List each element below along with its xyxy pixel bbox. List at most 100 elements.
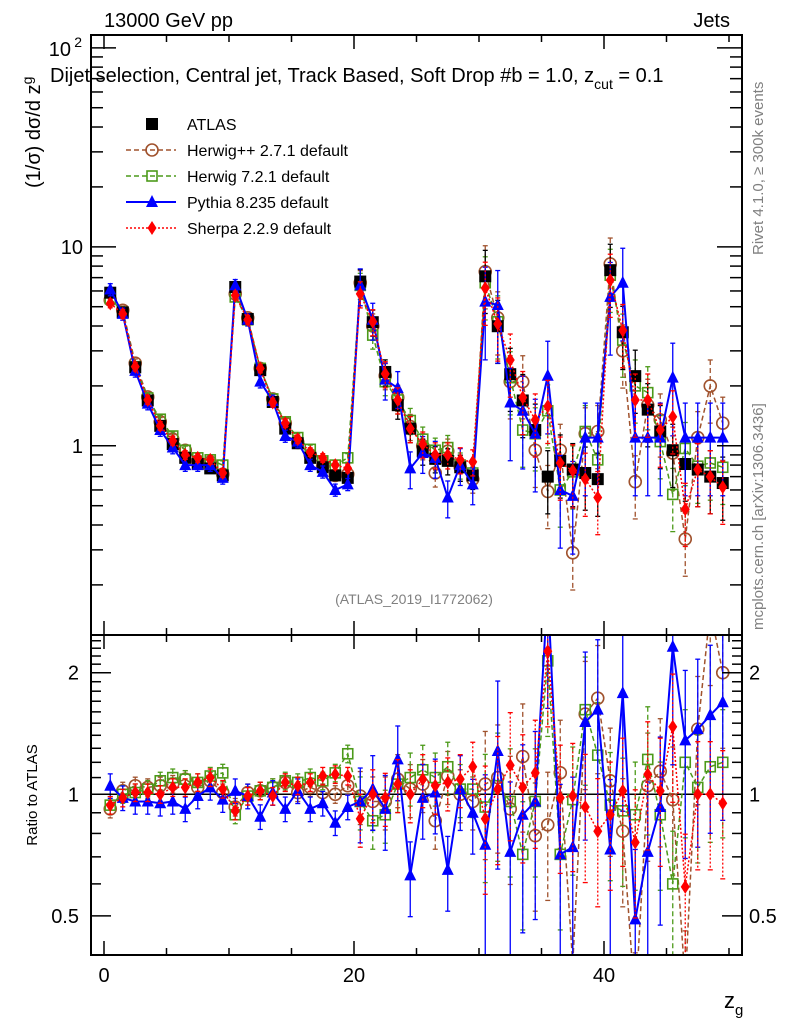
data-point [418, 437, 428, 452]
data-point [568, 789, 578, 804]
data-point [655, 783, 665, 798]
data-point [703, 379, 718, 393]
analysis-watermark: (ATLAS_2019_I1772062) [335, 591, 493, 607]
plot-title: Dijet selection, Central jet, Track Base… [50, 65, 663, 92]
data-point [441, 490, 454, 503]
y-tick-label: 10 [61, 237, 83, 259]
data-point [280, 416, 290, 431]
data-point [155, 787, 165, 802]
data-point [605, 807, 615, 822]
data-point [542, 583, 554, 595]
data-point [191, 789, 204, 802]
data-point [354, 794, 367, 807]
data-point [168, 433, 178, 448]
ratio-y-tick-label: 1 [68, 784, 79, 806]
data-point [543, 644, 553, 659]
series-line [109, 263, 724, 553]
data-point [593, 824, 603, 839]
legend-marker [146, 195, 158, 207]
legend-label: Sherpa 2.2.9 default [187, 221, 332, 238]
data-point [280, 775, 290, 790]
data-point [604, 842, 617, 855]
data-point [416, 790, 429, 803]
data-point [505, 758, 515, 773]
xlabel: zg [724, 988, 743, 1019]
x-tick-label: 0 [98, 965, 109, 987]
data-point [455, 452, 465, 467]
y-tick-label: 10 [49, 39, 71, 61]
data-point [555, 455, 565, 470]
legend-label: ATLAS [187, 117, 237, 134]
data-point [666, 488, 679, 501]
data-point [680, 502, 690, 517]
legend-entry: ATLAS [146, 117, 237, 134]
data-point [718, 480, 728, 495]
data-point [455, 772, 465, 787]
y-tick-label-exponent: 2 [74, 34, 82, 50]
data-point [104, 778, 117, 791]
data-point [243, 312, 253, 327]
data-point [555, 790, 565, 805]
series-line [109, 280, 723, 501]
data-point [591, 702, 604, 715]
data-point [718, 796, 728, 811]
data-point [293, 778, 303, 793]
data-point [205, 452, 215, 467]
data-point [443, 775, 453, 790]
series-herwig-7-2-1-default [104, 248, 729, 533]
data-point [579, 430, 592, 443]
data-point [566, 840, 579, 853]
data-point [255, 783, 265, 798]
data-point [480, 811, 490, 826]
data-point [118, 790, 128, 805]
data-point [691, 722, 704, 735]
data-point [666, 639, 679, 652]
data-point [654, 800, 667, 813]
legend-label: Herwig 7.2.1 default [187, 169, 330, 186]
data-point [343, 768, 353, 783]
data-point [180, 780, 190, 795]
legend-entry: Sherpa 2.2.9 default [126, 221, 332, 238]
data-point [305, 775, 315, 790]
data-point [693, 462, 703, 477]
data-point [104, 282, 117, 295]
legend-entry: Herwig++ 2.7.1 default [126, 143, 349, 160]
data-point [543, 399, 553, 414]
series-line [109, 660, 724, 885]
data-point [341, 477, 354, 490]
data-point [329, 482, 342, 495]
data-point [404, 461, 417, 474]
data-point [318, 768, 328, 783]
data-point [316, 796, 329, 809]
ratio-y-tick-label-right: 0.5 [749, 906, 777, 928]
data-point [130, 785, 140, 800]
legend-entry: Pythia 8.235 default [126, 195, 329, 212]
data-point [105, 296, 115, 311]
data-point [593, 490, 603, 505]
data-point [441, 862, 454, 875]
data-point [480, 281, 490, 296]
data-point [679, 978, 691, 990]
x-tick-label: 40 [593, 965, 615, 987]
series-line [109, 635, 724, 955]
data-point [180, 447, 190, 462]
data-point [229, 783, 242, 796]
data-point [355, 286, 365, 301]
legend: ATLAS Herwig++ 2.7.1 default Herwig 7.2.1 … [126, 117, 349, 238]
data-point [705, 787, 715, 802]
data-point [505, 352, 515, 367]
data-point [643, 392, 653, 407]
data-point [530, 412, 540, 427]
data-point [268, 789, 278, 804]
data-point [668, 719, 678, 734]
data-point [418, 772, 428, 787]
data-point [243, 789, 253, 804]
data-point [668, 409, 678, 424]
data-point [554, 482, 567, 495]
data-point [218, 466, 228, 481]
data-point [230, 288, 240, 303]
data-point [329, 469, 342, 482]
series-sherpa-2-2-9-default [105, 253, 728, 548]
data-point [466, 477, 479, 490]
data-point [580, 472, 590, 487]
